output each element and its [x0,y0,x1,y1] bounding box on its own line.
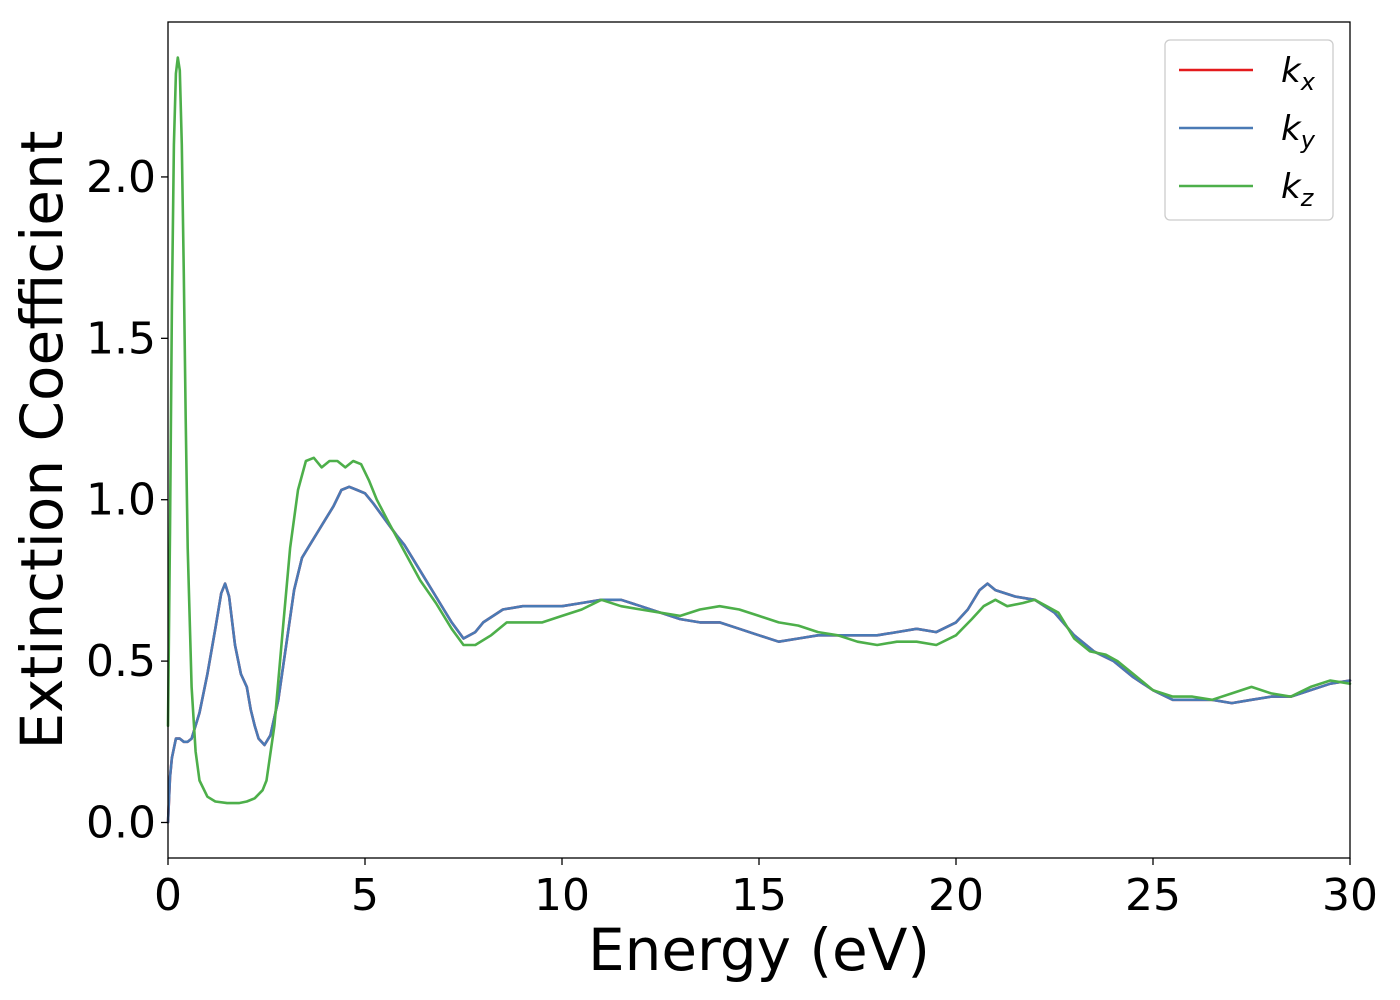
x-tick-label: 30 [1322,870,1378,921]
y-tick-label: 1.5 [86,313,156,364]
x-tick-label: 5 [351,870,379,921]
x-axis-label: Energy (eV) [588,916,930,984]
y-axis-label: Extinction Coefficient [8,131,76,750]
y-tick-label: 0.0 [86,797,156,848]
x-tick-label: 15 [731,870,787,921]
y-tick-label: 1.0 [86,475,156,526]
y-tick-label: 0.5 [86,636,156,687]
x-tick-label: 25 [1125,870,1181,921]
x-tick-label: 10 [534,870,590,921]
x-axis-ticks: 0 5 10 15 20 25 30 [154,858,1378,921]
y-tick-label: 2.0 [86,152,156,203]
x-tick-label: 0 [154,870,182,921]
x-tick-label: 20 [928,870,984,921]
y-axis-ticks: 0.0 0.5 1.0 1.5 2.0 [86,152,168,849]
